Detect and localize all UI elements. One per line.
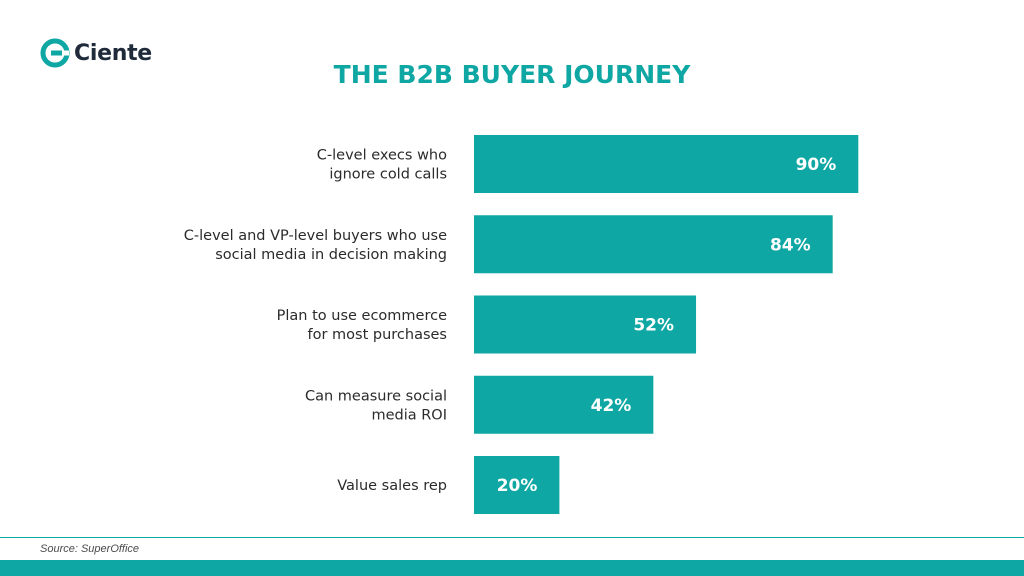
bar-5 [474,456,560,514]
bar-value-label-1: 90% [796,155,837,175]
category-label-3-line-2: for most purchases [307,327,447,343]
category-label-4-line-2: media ROI [371,407,447,423]
footer-divider [0,537,1024,538]
bar-value-label-3: 52% [633,316,674,336]
bar-3 [474,295,697,354]
bar-value-label-2: 84% [770,235,811,255]
chart-title: THE B2B BUYER JOURNEY [333,60,691,89]
ciente-logo-icon [40,38,70,68]
brand-name: Ciente [74,40,152,66]
category-label-2-line-2: social media in decision making [215,247,447,263]
bottom-accent-band [0,560,1024,576]
bar-2 [474,215,833,274]
bar-value-label-5: 20% [497,476,538,496]
source-note: Source: SuperOffice [40,543,140,555]
category-label-3-line-1: Plan to use ecommerce [277,308,447,324]
category-label-1-line-1: C-level execs who [317,148,447,164]
brand-logo: Ciente [40,38,152,68]
category-label-5-line-1: Value sales rep [337,478,447,494]
bar-value-label-4: 42% [591,396,632,416]
bar-4 [474,375,654,434]
category-label-1-line-2: ignore cold calls [329,167,447,183]
bar-1 [474,135,859,193]
category-label-4-line-1: Can measure social [305,388,447,404]
category-label-2-line-1: C-level and VP-level buyers who use [184,228,447,244]
